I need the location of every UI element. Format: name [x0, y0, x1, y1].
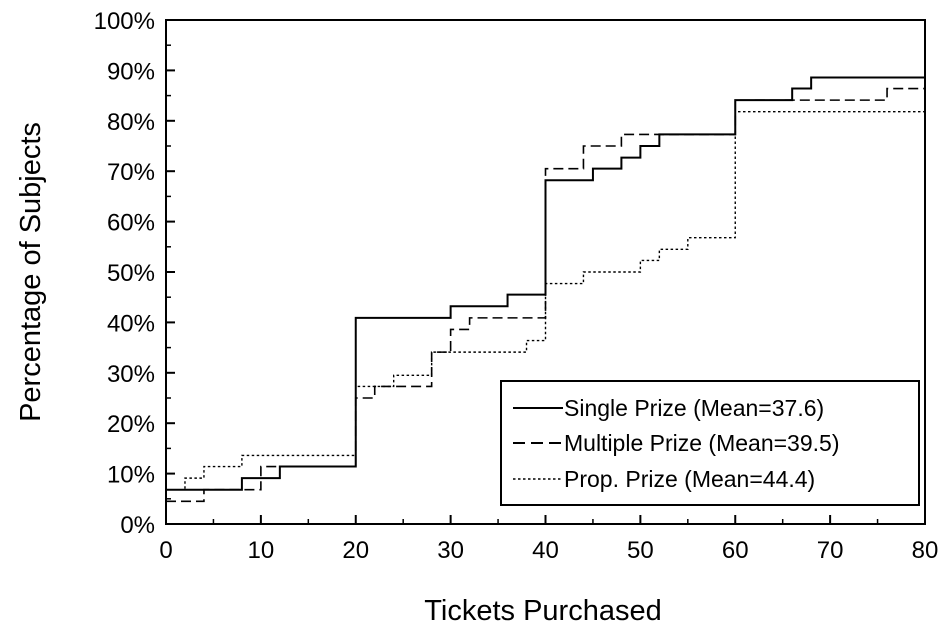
legend: Single Prize (Mean=37.6) Multiple Prize …	[500, 380, 920, 506]
y-axis-title: Percentage of Subjects	[15, 122, 47, 422]
x-tick-label: 40	[532, 537, 559, 564]
y-tick-label: 90%	[107, 58, 155, 85]
series-line-prop-prize	[166, 20, 926, 491]
plot-frame	[165, 19, 926, 525]
legend-label-multiple-prize: Multiple Prize (Mean=39.5)	[564, 430, 839, 456]
x-tick-label: 20	[342, 537, 369, 564]
y-tick-label: 10%	[107, 462, 155, 489]
y-tick-label: 100%	[94, 8, 155, 35]
x-tick-label: 30	[437, 537, 464, 564]
y-axis-ticks: 0% 10% 20% 30% 40% 50% 60% 70% 80% 90% 100%	[94, 8, 175, 539]
y-tick-label: 70%	[107, 159, 155, 186]
legend-box	[500, 380, 920, 506]
y-tick-label: 30%	[107, 361, 155, 388]
x-tick-label: 50	[627, 537, 654, 564]
x-tick-label: 10	[248, 537, 275, 564]
x-axis-title: Tickets Purchased	[424, 595, 661, 627]
y-tick-label: 50%	[107, 260, 155, 287]
legend-label-single-prize: Single Prize (Mean=37.6)	[564, 395, 824, 421]
x-tick-label: 70	[817, 537, 844, 564]
series-layer	[166, 20, 926, 503]
y-tick-label: 0%	[120, 512, 155, 539]
x-axis-ticks: 0 10 20 30 40 50 60 70 80	[159, 515, 938, 564]
series-line-multiple-prize	[166, 20, 926, 503]
y-tick-label: 20%	[107, 411, 155, 438]
x-tick-label: 60	[722, 537, 749, 564]
y-tick-label: 40%	[107, 310, 155, 337]
x-tick-label: 0	[159, 537, 172, 564]
y-tick-label: 80%	[107, 109, 155, 136]
legend-label-prop-prize: Prop. Prize (Mean=44.4)	[564, 466, 815, 492]
y-tick-label: 60%	[107, 210, 155, 237]
x-tick-label: 80	[912, 537, 939, 564]
